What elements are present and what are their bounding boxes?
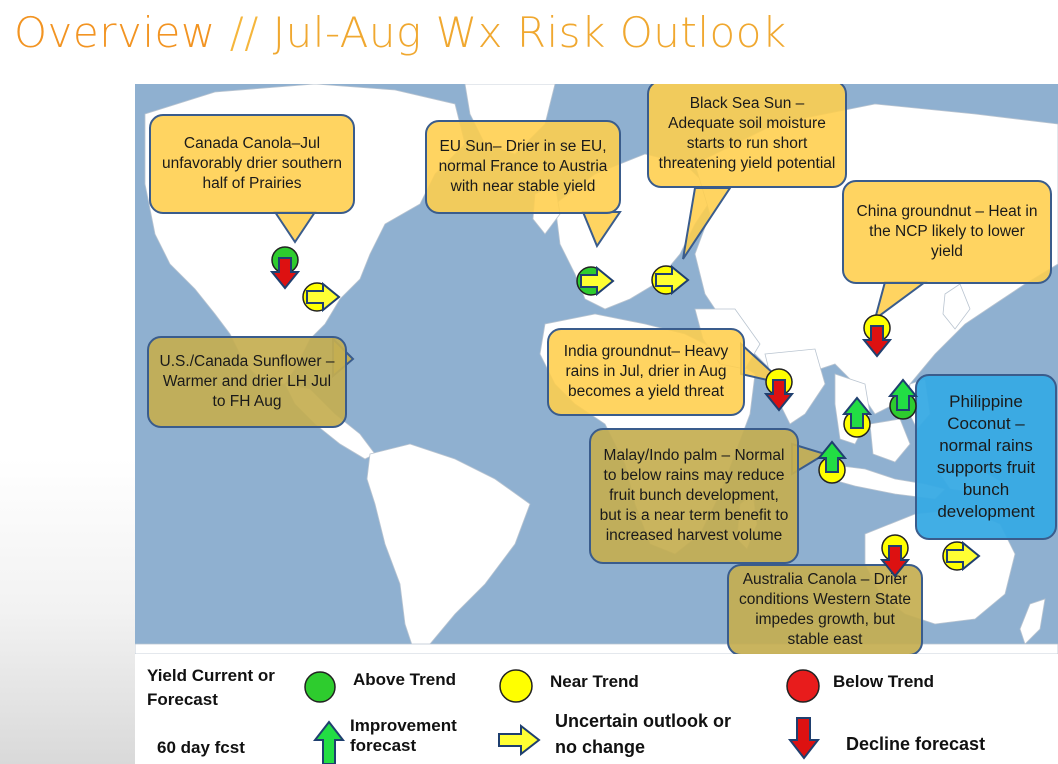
title-rest: Jul-Aug Wx Risk Outlook	[272, 8, 787, 57]
title-main: Overview	[14, 8, 216, 57]
legend: Yield Current or Forecast 60 day fcst Ab…	[135, 654, 1058, 764]
callout-malay-indo-palm: Malay/Indo palm – Normal to below rains …	[589, 428, 799, 564]
legend-improvement: Improvement forecast	[350, 716, 457, 755]
pointer-eu-sun	[581, 211, 622, 249]
marker-malaysia-near-improve	[816, 440, 848, 484]
legend-below-trend-icon	[786, 669, 820, 703]
legend-uncertain-icon	[498, 724, 541, 756]
legend-above-trend-icon	[304, 671, 336, 703]
legend-decline: Decline forecast	[846, 734, 986, 754]
uncertain-arrow-icon	[655, 264, 690, 296]
marker-india-near-decline	[763, 368, 795, 412]
marker-black-sea-near-uncertain	[651, 264, 690, 296]
marker-canada-above-decline	[269, 246, 301, 290]
marker-china-near-decline	[861, 314, 893, 358]
callout-india-groundnut: India groundnut– Heavy rains in Jul, dri…	[547, 328, 745, 416]
decline-arrow-icon	[879, 545, 911, 578]
marker-us-near-uncertain	[302, 281, 341, 313]
japan	[942, 283, 971, 330]
south-america	[366, 443, 531, 654]
callout-canada-canola: Canada Canola–Jul unfavorably drier sout…	[149, 114, 355, 214]
callout-black-sea-sun: Black Sea Sun – Adequate soil moisture s…	[647, 84, 847, 188]
legend-improvement-icon	[313, 720, 345, 764]
marker-vietnam-above-improve	[887, 378, 919, 420]
callout-eu-sun: EU Sun– Drier in se EU, normal France to…	[425, 120, 621, 214]
borneo	[869, 418, 911, 463]
uncertain-arrow-icon	[946, 540, 981, 572]
callout-us-canada-sunflower: U.S./Canada Sunflower – Warmer and drier…	[147, 336, 347, 428]
page-title: Overview // Jul-Aug Wx Risk Outlook	[14, 8, 787, 57]
callout-philippine-coconut: Philippine Coconut – normal rains suppor…	[915, 374, 1057, 540]
decline-arrow-icon	[269, 257, 301, 290]
legend-fcst-label: 60 day fcst	[157, 738, 245, 757]
improvement-arrow-icon	[887, 378, 919, 411]
marker-eu-above-uncertain	[576, 265, 615, 297]
new-zealand	[1019, 598, 1046, 645]
decline-arrow-icon	[763, 379, 795, 412]
legend-near-trend-icon	[499, 669, 533, 703]
uncertain-arrow-icon	[580, 265, 615, 297]
legend-uncertain: Uncertain outlook or no change	[555, 711, 732, 757]
callout-australia-canola: Australia Canola – Drier conditions West…	[727, 564, 923, 654]
pointer-canada-canola	[273, 211, 317, 244]
legend-decline-icon	[787, 717, 821, 760]
title-separator: //	[215, 8, 273, 57]
marker-thailand-near-improve	[841, 396, 873, 438]
legend-yield-label: Yield Current or Forecast	[147, 666, 275, 709]
marker-australia-near-decline	[879, 534, 911, 578]
improvement-arrow-icon	[841, 396, 873, 429]
pointer-black-sea	[682, 187, 732, 260]
uncertain-arrow-icon	[306, 281, 341, 313]
decline-arrow-icon	[861, 325, 893, 358]
improvement-arrow-icon	[816, 440, 848, 473]
world-map: Canada Canola–Jul unfavorably drier sout…	[135, 84, 1058, 654]
legend-below-trend: Below Trend	[833, 672, 935, 691]
legend-above-trend: Above Trend	[353, 670, 456, 689]
legend-near-trend: Near Trend	[550, 672, 639, 691]
marker-philippine-near-uncertain	[942, 540, 981, 572]
callout-china-groundnut: China groundnut – Heat in the NCP likely…	[842, 180, 1052, 284]
